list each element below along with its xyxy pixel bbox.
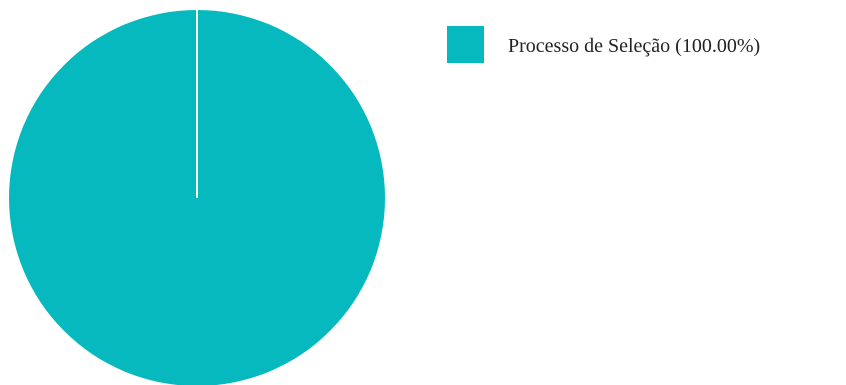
pie-slices [9,10,385,385]
legend: Processo de Seleção (100.00%) [447,26,760,63]
legend-label: Processo de Seleção (100.00%) [508,35,760,57]
legend-swatch [447,26,484,63]
